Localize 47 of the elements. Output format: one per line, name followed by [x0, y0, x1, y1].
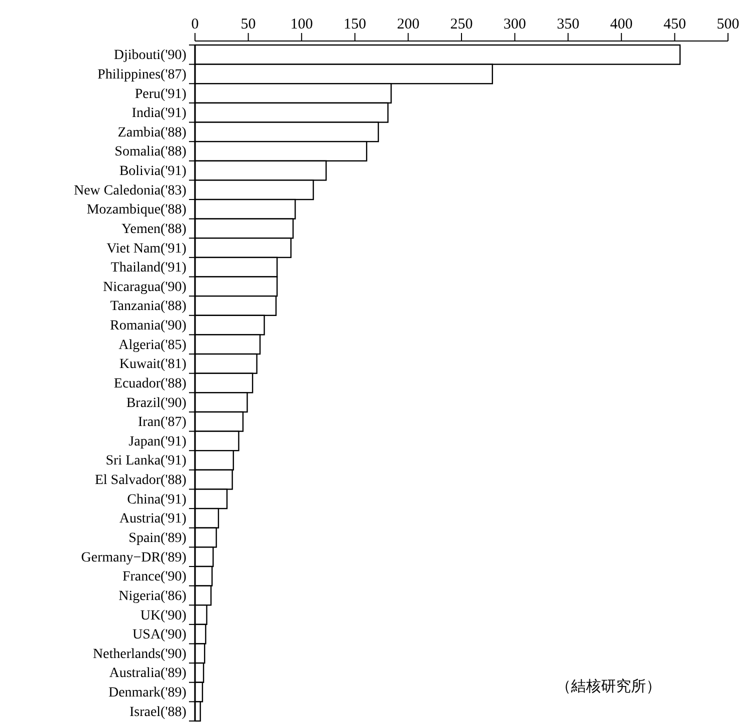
y-tick-label: Denmark('89)	[108, 686, 187, 701]
y-tick-label: Japan('91)	[128, 434, 187, 450]
y-tick-label: USA('90)	[132, 628, 187, 643]
x-tick-label: 100	[290, 16, 313, 32]
x-tick-label: 50	[240, 16, 256, 32]
y-tick-label: Algeria('85)	[118, 338, 187, 353]
y-tick-label: Sri Lanka('91)	[106, 454, 187, 469]
y-tick-label: Spain('89)	[128, 530, 187, 546]
y-tick-label: Nicaragua('90)	[103, 280, 187, 295]
x-tick-label: 0	[191, 16, 199, 32]
x-tick-label: 500	[716, 16, 740, 32]
y-tick-label: Iran('87)	[138, 415, 187, 430]
y-tick-label: Nigeria('86)	[118, 588, 187, 604]
y-tick-label: Australia('89)	[109, 666, 187, 682]
annotation: （結核研究所）	[556, 678, 661, 695]
y-tick-label: Kuwait('81)	[119, 357, 187, 372]
x-tick-label: 150	[344, 16, 366, 32]
y-tick-label: New Caledonia('83)	[74, 183, 187, 198]
y-tick-label: UK('90)	[140, 608, 187, 624]
x-tick-label: 300	[504, 16, 526, 32]
y-tick-label: Bolivia('91)	[119, 164, 187, 180]
y-tick-label: Peru('91)	[134, 86, 187, 102]
y-tick-label: Yemen('88)	[122, 222, 187, 237]
y-tick-label: China('91)	[127, 492, 187, 508]
y-tick-label: Tanzania('88)	[110, 299, 187, 314]
y-tick-label: Israel('88)	[129, 704, 187, 720]
y-tick-label: Ecuador('88)	[114, 376, 187, 392]
y-tick-label: Djibouti('90)	[114, 48, 187, 64]
y-tick-label: Somalia('88)	[114, 144, 187, 160]
y-tick-label: Viet Nam('91)	[106, 241, 187, 256]
y-tick-label: Zambia('88)	[118, 125, 187, 140]
y-tick-label: Philippines('87)	[98, 67, 187, 82]
y-tick-label: El Salvador('88)	[94, 473, 187, 488]
x-tick-label: 200	[396, 16, 420, 32]
y-tick-label: Romania('90)	[110, 318, 187, 334]
x-tick-label: 250	[450, 16, 473, 32]
y-tick-label: Brazil('90)	[126, 396, 187, 411]
y-tick-label: Mozambique('88)	[86, 202, 187, 218]
y-tick-label: France('90)	[122, 570, 187, 585]
y-tick-label: Netherlands('90)	[92, 646, 187, 662]
x-tick-label: 400	[610, 16, 633, 32]
y-tick-label: Austria('91)	[119, 512, 187, 527]
x-tick-label: 450	[663, 16, 686, 32]
y-tick-label: India('91)	[132, 106, 187, 122]
x-tick-label: 350	[556, 16, 580, 32]
y-tick-label: Germany−DR('89)	[81, 550, 187, 566]
y-tick-label: Thailand('91)	[110, 260, 187, 276]
